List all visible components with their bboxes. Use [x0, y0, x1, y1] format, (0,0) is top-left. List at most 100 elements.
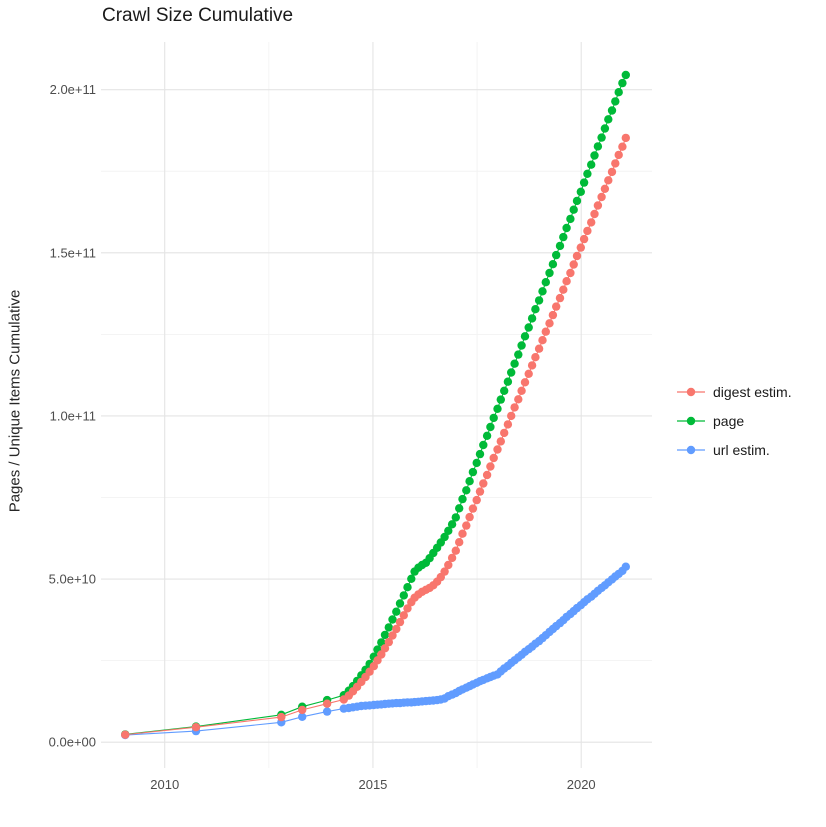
data-point [524, 369, 533, 378]
data-point [527, 314, 537, 323]
y-tick-label: 2.0e+11 [50, 82, 96, 97]
data-point [600, 184, 610, 193]
data-point [472, 495, 481, 505]
data-point [458, 529, 467, 538]
data-point [514, 395, 523, 404]
data-point [510, 403, 519, 412]
data-point [388, 615, 397, 624]
data-point [377, 650, 386, 659]
data-point [403, 583, 412, 592]
data-point [587, 218, 596, 227]
x-tick-label: 2010 [150, 777, 179, 792]
data-point [548, 310, 558, 320]
data-point [541, 278, 550, 287]
y-axis-title: Pages / Unique Items Cumulative [6, 289, 24, 513]
legend-key-icon [677, 445, 705, 455]
data-point [534, 296, 544, 305]
x-tick-label: 2015 [358, 777, 387, 792]
legend-key-point [686, 416, 696, 426]
data-point [618, 78, 627, 88]
data-point [455, 538, 464, 547]
data-point [541, 327, 550, 336]
data-point [489, 453, 498, 463]
data-point [475, 487, 485, 496]
data-point [520, 332, 530, 341]
data-point [440, 532, 449, 542]
data-point [572, 196, 582, 206]
data-point [489, 413, 498, 423]
legend-label: url estim. [713, 442, 770, 458]
data-point [562, 277, 571, 286]
data-point [538, 336, 547, 345]
data-point [569, 205, 578, 214]
legend-item-url-estim: url estim. [676, 442, 792, 458]
data-point [468, 504, 478, 513]
series-digest-estim [121, 133, 630, 739]
data-point [503, 420, 513, 429]
data-point [593, 142, 603, 151]
data-point [587, 160, 596, 169]
data-point [472, 458, 481, 468]
data-point [524, 323, 533, 332]
data-point [465, 477, 474, 486]
data-point [500, 428, 509, 438]
data-point [503, 377, 513, 386]
data-point [583, 226, 592, 236]
data-point [392, 624, 401, 634]
data-point [548, 260, 558, 269]
data-point [440, 567, 449, 576]
legend-key-point [686, 387, 696, 397]
series-page [121, 70, 630, 739]
data-point [576, 187, 585, 196]
data-point [451, 513, 460, 522]
axis-labels: 0.0e+00 5.0e+10 1.0e+11 1.5e+11 2.0e+11 2010 2… [49, 82, 596, 792]
data-point [576, 243, 585, 252]
data-point [621, 133, 630, 143]
data-point [380, 630, 390, 640]
data-point [597, 192, 606, 202]
data-point [395, 617, 405, 627]
data-point [462, 521, 471, 530]
legend-label: page [713, 413, 745, 429]
legend-key-icon [677, 416, 705, 426]
data-point [447, 520, 457, 529]
data-point [555, 293, 565, 303]
data-point [277, 712, 286, 722]
data-point [572, 251, 582, 261]
data-point [604, 176, 613, 185]
legend-item-digest-estim: digest estim. [676, 384, 792, 400]
data-point [507, 368, 516, 377]
data-point [298, 712, 307, 721]
data-point [384, 637, 393, 647]
data-point [621, 562, 630, 571]
data-point [399, 611, 408, 620]
data-point [384, 623, 393, 632]
data-point [407, 574, 416, 583]
gridlines-major [101, 42, 652, 768]
y-tick-label: 0.0e+00 [49, 735, 96, 750]
data-point [462, 486, 471, 495]
data-point [507, 411, 516, 421]
chart-title: Crawl Size Cumulative [102, 5, 294, 26]
y-tick-label: 1.0e+11 [50, 408, 96, 423]
data-point [621, 70, 630, 80]
data-point [380, 644, 390, 653]
data-point [447, 553, 457, 563]
data-point [468, 467, 478, 477]
data-point [531, 353, 540, 362]
data-point [531, 305, 540, 314]
data-point [482, 431, 492, 440]
data-point [475, 449, 485, 459]
data-point [607, 106, 617, 115]
data-point [392, 607, 401, 616]
data-point [455, 504, 464, 513]
data-point [479, 479, 488, 488]
series-line [125, 137, 627, 736]
data-point [451, 546, 460, 555]
data-point [510, 359, 519, 368]
data-point [322, 707, 332, 716]
data-point [579, 234, 589, 244]
data-point [552, 302, 561, 311]
